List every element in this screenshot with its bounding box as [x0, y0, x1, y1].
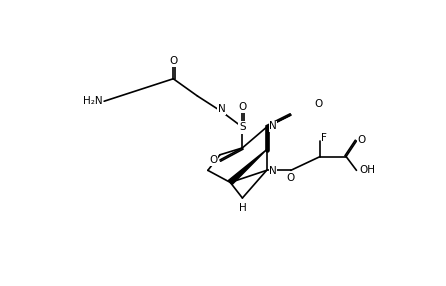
Text: O: O	[209, 155, 217, 165]
Text: O: O	[314, 99, 322, 109]
Text: H: H	[239, 203, 246, 213]
Text: F: F	[321, 133, 327, 143]
Text: S: S	[239, 122, 246, 132]
Text: H₂N: H₂N	[83, 96, 103, 106]
Text: OH: OH	[359, 165, 375, 175]
Text: O: O	[287, 173, 295, 183]
Text: N: N	[218, 104, 226, 114]
Text: O: O	[357, 135, 366, 145]
Polygon shape	[228, 150, 267, 184]
Text: N: N	[269, 166, 277, 176]
Text: S: S	[239, 122, 246, 132]
Text: N: N	[269, 121, 277, 131]
Text: O: O	[169, 56, 178, 66]
Text: O: O	[238, 102, 247, 112]
